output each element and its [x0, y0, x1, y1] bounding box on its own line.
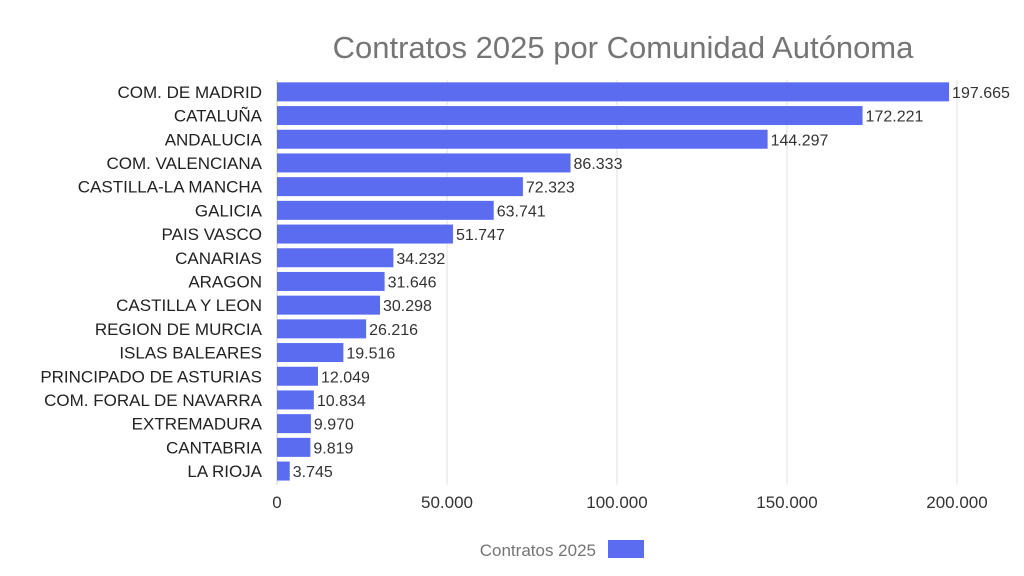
- bar: [277, 153, 571, 173]
- category-label: COM. FORAL DE NAVARRA: [44, 391, 263, 410]
- value-label: 12.049: [321, 369, 370, 386]
- value-label: 72.323: [526, 180, 575, 197]
- bar: [277, 224, 453, 244]
- value-label: 63.741: [497, 203, 546, 220]
- category-label: ARAGON: [188, 272, 262, 291]
- category-label: PAIS VASCO: [162, 225, 262, 244]
- x-tick-label: 100.000: [586, 493, 647, 512]
- value-label: 9.970: [314, 417, 354, 434]
- x-tick-label: 50.000: [421, 493, 473, 512]
- value-label: 197.665: [952, 85, 1010, 102]
- value-label: 30.298: [383, 298, 432, 315]
- value-label: 51.747: [456, 227, 505, 244]
- legend-label: Contratos 2025: [480, 541, 596, 560]
- category-label: COM. DE MADRID: [118, 83, 263, 102]
- x-tick-label: 150.000: [756, 493, 817, 512]
- bar: [277, 295, 381, 315]
- category-label: CASTILLA-LA MANCHA: [78, 178, 263, 197]
- value-label: 34.232: [396, 251, 445, 268]
- bar: [277, 129, 768, 149]
- category-label: ANDALUCIA: [165, 130, 263, 149]
- x-tick-label: 200.000: [926, 493, 987, 512]
- value-label: 172.221: [866, 109, 924, 126]
- chart-title: Contratos 2025 por Comunidad Autónoma: [333, 30, 915, 65]
- value-label: 26.216: [369, 322, 418, 339]
- category-label: CANTABRIA: [166, 438, 263, 457]
- category-label: REGION DE MURCIA: [95, 320, 263, 339]
- category-label: CASTILLA Y LEON: [116, 296, 262, 315]
- bar: [277, 343, 344, 363]
- value-label: 9.819: [313, 440, 353, 457]
- bar: [277, 414, 311, 434]
- category-label: ISLAS BALEARES: [119, 344, 262, 363]
- category-label: GALICIA: [195, 201, 263, 220]
- bar: [277, 390, 314, 410]
- category-label: COM. VALENCIANA: [106, 154, 262, 173]
- bar: [277, 177, 523, 197]
- category-label: LA RIOJA: [187, 462, 262, 481]
- category-label: CATALUÑA: [174, 107, 263, 126]
- bar: [277, 461, 290, 481]
- bar: [277, 106, 863, 126]
- bar: [277, 248, 394, 268]
- value-label: 3.745: [293, 464, 333, 481]
- category-label: PRINCIPADO DE ASTURIAS: [40, 367, 262, 386]
- x-tick-label: 0: [272, 493, 281, 512]
- bar: [277, 82, 950, 102]
- bar: [277, 366, 318, 386]
- legend: Contratos 2025: [480, 540, 644, 560]
- value-label: 144.297: [771, 132, 829, 149]
- value-label: 86.333: [574, 156, 623, 173]
- value-label: 19.516: [346, 346, 395, 363]
- value-label: 31.646: [388, 274, 437, 291]
- value-label: 10.834: [317, 393, 366, 410]
- bar: [277, 437, 311, 457]
- category-label: CANARIAS: [175, 249, 262, 268]
- bar: [277, 271, 385, 291]
- category-label: EXTREMADURA: [132, 415, 263, 434]
- legend-swatch: [608, 540, 644, 558]
- bar: [277, 319, 367, 339]
- bar: [277, 200, 494, 220]
